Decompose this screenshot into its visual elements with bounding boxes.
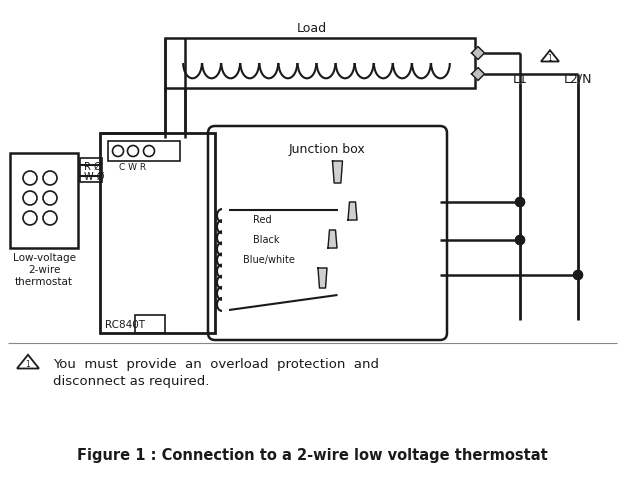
Text: L1: L1: [512, 73, 528, 86]
Polygon shape: [471, 68, 484, 80]
Text: R Ø: R Ø: [84, 162, 102, 172]
Circle shape: [516, 198, 524, 206]
Circle shape: [516, 236, 524, 244]
Text: C W R: C W R: [119, 163, 146, 172]
Text: 2-wire: 2-wire: [28, 265, 60, 275]
Text: Red: Red: [253, 215, 271, 225]
Polygon shape: [348, 202, 357, 220]
Polygon shape: [318, 268, 327, 288]
Text: L2/N: L2/N: [564, 73, 592, 86]
Circle shape: [516, 236, 524, 244]
Text: You  must  provide  an  overload  protection  and: You must provide an overload protection …: [53, 358, 379, 371]
Text: Blue/white: Blue/white: [242, 255, 294, 265]
Text: Figure 1 : Connection to a 2-wire low voltage thermostat: Figure 1 : Connection to a 2-wire low vo…: [77, 448, 548, 463]
Text: W Ø: W Ø: [84, 172, 104, 182]
Bar: [10, 153, 78, 248]
Text: Low-voltage: Low-voltage: [12, 253, 76, 263]
Text: 1: 1: [26, 360, 31, 369]
Polygon shape: [328, 230, 337, 248]
Bar: [108, 141, 180, 161]
Circle shape: [574, 270, 582, 280]
Bar: [165, 38, 475, 88]
Text: 1: 1: [548, 54, 552, 63]
Bar: [135, 315, 165, 333]
Polygon shape: [332, 161, 342, 183]
Text: Black: Black: [253, 235, 279, 245]
Text: RC840T: RC840T: [105, 320, 145, 330]
Text: thermostat: thermostat: [15, 277, 73, 287]
Text: Junction box: Junction box: [289, 143, 366, 156]
Text: disconnect as required.: disconnect as required.: [53, 375, 209, 388]
Polygon shape: [471, 46, 484, 59]
Bar: [80, 158, 102, 182]
Text: Load: Load: [297, 22, 327, 35]
Circle shape: [574, 270, 582, 280]
Bar: [100, 133, 215, 333]
Circle shape: [516, 198, 524, 206]
